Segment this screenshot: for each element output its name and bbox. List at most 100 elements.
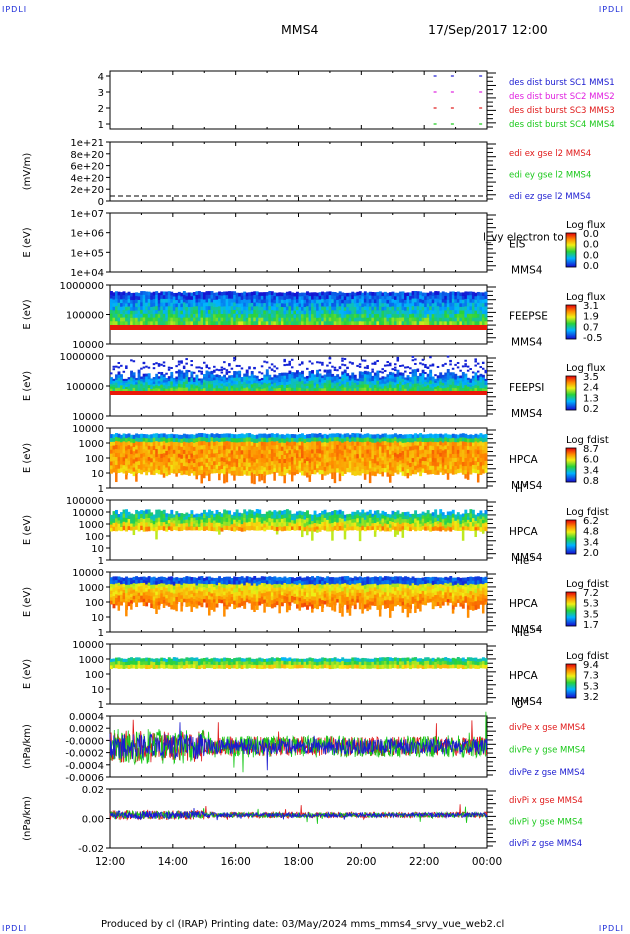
- y-tick-label-edi: 1e+21: [70, 138, 104, 149]
- y-axis-label-divpi: (nPa/km): [22, 796, 33, 841]
- colorbar-tick-hpca_he2: 1.7: [583, 620, 599, 631]
- time-axis-label: 18:00: [283, 856, 313, 868]
- colorbar-tick-feepsi: 3.5: [583, 372, 599, 383]
- spacecraft-label-feepsi: MMS4: [511, 408, 543, 420]
- colorbar-tick-hpca_he1: 4.8: [583, 527, 599, 538]
- colorbar-tick-feepse: 1.9: [583, 312, 599, 323]
- colorbar-tick-feepse: 0.7: [583, 322, 599, 333]
- colorbar-title-hpca_h: Log fdist: [566, 435, 609, 446]
- y-tick-label-burst: 3: [98, 88, 104, 99]
- legend-burst: des dist burst SC4 MMS4: [509, 120, 615, 130]
- colorbar-title-hpca_he1: Log fdist: [566, 507, 609, 518]
- spacecraft-label-hpca_o: MMS4: [511, 696, 543, 708]
- colorbar-hpca_h: [565, 447, 577, 483]
- instrument-label-feepse: FEEPSE: [509, 311, 548, 323]
- y-tick-label-divpe: 0.0004: [69, 712, 104, 723]
- colorbar-tick-hpca_o: 9.4: [583, 660, 599, 671]
- spacecraft-label-hpca_he2: MMS4: [511, 624, 543, 636]
- heatmap-feepse: [110, 291, 488, 330]
- y-tick-label-hpca_he1: 10000: [72, 508, 104, 519]
- instrument-label-eis: EIS: [509, 239, 526, 251]
- colorbar-title-eis: Log flux: [566, 220, 606, 231]
- y-axis-label-eis: E (eV): [22, 227, 33, 257]
- y-tick-label-burst: 4: [98, 72, 104, 83]
- y-tick-label-hpca_h: 1: [98, 484, 104, 495]
- species-label-hpca_h: H+: [515, 481, 529, 495]
- y-tick-label-feepsi: 100000: [66, 382, 104, 393]
- y-axis-label-hpca_h: E (eV): [22, 443, 33, 473]
- heatmap-hpca_he1: [110, 509, 488, 542]
- y-tick-label-hpca_he1: 1: [98, 556, 104, 567]
- corner-mark-bottom-left: IPDLI: [2, 924, 28, 933]
- corner-mark-top-left: IPDLI: [2, 5, 28, 14]
- corner-mark-top-right: IPDLI: [598, 5, 624, 14]
- colorbar-hpca_he1: [565, 519, 577, 555]
- legend-burst: des dist burst SC1 MMS1: [509, 78, 615, 88]
- spacecraft-label-hpca_he1: MMS4: [511, 552, 543, 564]
- colorbar-tick-hpca_h: 0.8: [583, 476, 599, 487]
- heatmap-hpca_he2: [110, 576, 488, 618]
- colorbar-title-feepsi: Log flux: [566, 363, 606, 374]
- y-tick-label-eis: 1e+05: [70, 248, 104, 259]
- spacecraft-title: MMS4: [281, 22, 319, 37]
- species-label-hpca_he1: He+: [515, 553, 535, 567]
- colorbar-title-hpca_he2: Log fdist: [566, 579, 609, 590]
- time-axis-label: 12:00: [95, 856, 125, 868]
- y-tick-label-hpca_o: 10: [91, 685, 104, 696]
- y-tick-label-divpe: -0.0002: [65, 749, 104, 760]
- corner-mark-bottom-right: IPDLI: [598, 924, 624, 933]
- spacecraft-label-hpca_h: MMS4: [511, 480, 543, 492]
- colorbar-tick-hpca_h: 6.0: [583, 455, 599, 466]
- time-axis-label: 16:00: [221, 856, 251, 868]
- heatmap-feepsi: [110, 355, 488, 395]
- y-tick-label-hpca_h: 10: [91, 469, 104, 480]
- y-axis-label-hpca_he2: E (eV): [22, 587, 33, 617]
- colorbar-tick-eis: 0.0: [583, 250, 599, 261]
- y-tick-label-divpe: -0.0006: [65, 773, 104, 784]
- y-tick-label-feepsi: 1000000: [59, 352, 104, 363]
- y-tick-label-hpca_he1: 100: [85, 532, 104, 543]
- colorbar-tick-hpca_he2: 5.3: [583, 599, 599, 610]
- y-tick-label-hpca_he1: 100000: [66, 496, 104, 507]
- y-tick-label-feepsi: 10000: [72, 412, 104, 423]
- colorbar-tick-hpca_h: 3.4: [583, 465, 599, 476]
- colorbar-hpca_he2: [565, 591, 577, 627]
- colorbar-tick-hpca_o: 3.2: [583, 692, 599, 703]
- colorbar-tick-hpca_o: 5.3: [583, 681, 599, 692]
- y-tick-label-edi: 6e+20: [70, 162, 104, 173]
- legend-edi: edi ez gse l2 MMS4: [509, 192, 591, 202]
- y-tick-label-edi: 0: [98, 197, 104, 208]
- legend-divpe: divPe x gse MMS4: [509, 723, 586, 733]
- panel-frame-edi: [109, 141, 488, 202]
- y-tick-label-hpca_o: 100: [85, 670, 104, 681]
- legend-divpi: divPi x gse MMS4: [509, 796, 583, 806]
- y-tick-label-feepse: 100000: [66, 311, 104, 322]
- colorbar-tick-hpca_he1: 2.0: [583, 548, 599, 559]
- spacecraft-label-eis: MMS4: [511, 265, 543, 277]
- colorbar-tick-feepsi: 2.4: [583, 383, 599, 394]
- heatmap-hpca_o: [110, 657, 488, 670]
- y-tick-label-hpca_o: 1000: [79, 655, 104, 666]
- y-tick-label-feepse: 1000000: [59, 281, 104, 292]
- footer-text: Produced by cl (IRAP) Printing date: 03/…: [101, 919, 505, 930]
- colorbar-tick-hpca_he1: 3.4: [583, 537, 599, 548]
- colorbar-tick-eis: 0.0: [583, 229, 599, 240]
- legend-divpe: divPe y gse MMS4: [509, 746, 586, 756]
- y-tick-label-divpi: 0.00: [82, 815, 104, 826]
- instrument-label-hpca_o: HPCA: [509, 670, 539, 682]
- panel-frame-eis: [109, 212, 488, 273]
- species-label-hpca_he2: He++: [515, 625, 541, 639]
- time-axis-label: 00:00: [472, 856, 502, 868]
- colorbar-tick-hpca_h: 8.7: [583, 444, 599, 455]
- y-tick-label-divpe: 0.0002: [69, 724, 104, 735]
- legend-divpi: divPi z gse MMS4: [509, 839, 582, 849]
- colorbar-tick-eis: 0.0: [583, 261, 599, 272]
- y-tick-label-hpca_he2: 10000: [72, 568, 104, 579]
- colorbar-tick-feepsi: 0.2: [583, 404, 599, 415]
- time-axis-label: 20:00: [346, 856, 376, 868]
- colorbar-tick-feepse: 3.1: [583, 301, 599, 312]
- colorbar-title-feepse: Log flux: [566, 292, 606, 303]
- panel-frame-burst: [109, 70, 488, 130]
- instrument-label-hpca_he2: HPCA: [509, 598, 539, 610]
- legend-divpi: divPi y gse MMS4: [509, 818, 583, 828]
